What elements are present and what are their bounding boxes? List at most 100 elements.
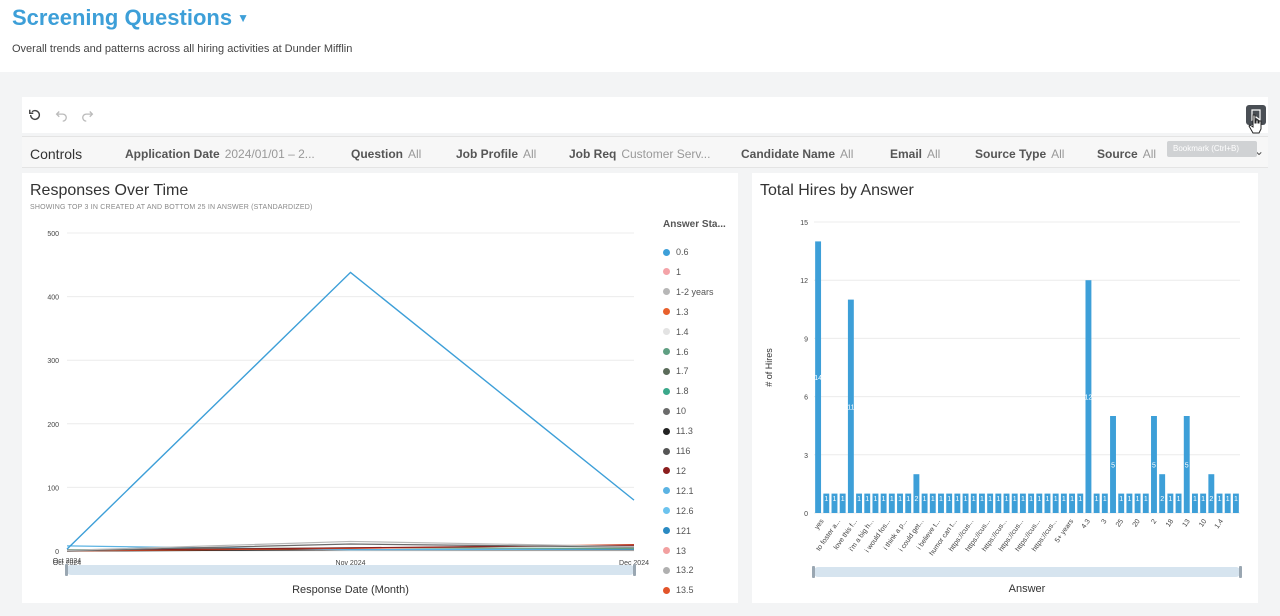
legend-item[interactable]: 12: [663, 466, 686, 476]
bar: [1118, 493, 1125, 513]
responses-over-time-panel: Responses Over Time SHOWING TOP 3 IN CRE…: [22, 173, 738, 603]
legend-label: 1: [676, 266, 682, 277]
filter-source[interactable]: Source All: [1097, 147, 1157, 161]
undo-icon[interactable]: [52, 106, 70, 124]
legend-item[interactable]: 12.6: [663, 506, 694, 516]
bar: [1232, 493, 1239, 513]
bar: [978, 493, 985, 513]
legend-item[interactable]: 1.8: [663, 386, 689, 396]
legend-item[interactable]: 121: [663, 526, 691, 536]
redo-icon[interactable]: [79, 106, 97, 124]
y-tick-label: 300: [47, 358, 59, 365]
legend-item[interactable]: 13.5: [663, 585, 694, 595]
y-tick-label: 6: [804, 395, 808, 402]
legend-item[interactable]: 1.6: [663, 347, 689, 357]
chart-title: Responses Over Time: [30, 182, 189, 199]
filter-candidate-name[interactable]: Candidate Name All: [741, 147, 854, 161]
legend-swatch: [663, 328, 670, 336]
x-tick-label: Oct 2024: [53, 560, 82, 567]
legend-label: 13.2: [676, 565, 694, 576]
legend-item[interactable]: 10: [663, 406, 686, 416]
bar: [962, 493, 969, 513]
bar: [1151, 416, 1157, 513]
bar-value-label: 1: [1136, 496, 1140, 503]
bar: [1224, 493, 1231, 513]
filter-source-type[interactable]: Source Type All: [975, 147, 1065, 161]
legend-item[interactable]: 1.3: [663, 307, 689, 317]
bar-value-label: 2: [914, 496, 918, 503]
y-tick-label: 15: [800, 220, 808, 227]
chart-subtitle: SHOWING TOP 3 IN CREATED AT AND BOTTOM 2…: [30, 204, 313, 211]
bar: [1183, 416, 1190, 513]
bar: [823, 493, 830, 513]
legend-item[interactable]: 1.7: [663, 366, 689, 376]
bar: [913, 474, 920, 513]
x-tick-label: Nov 2024: [336, 560, 366, 567]
legend-label: 12: [676, 465, 687, 476]
bar-value-label: 1: [980, 496, 984, 503]
legend-item[interactable]: 12.1: [663, 486, 694, 496]
bar: [1142, 493, 1149, 513]
bar-value-label: 5: [1185, 463, 1189, 470]
legend-item[interactable]: 1-2 years: [663, 287, 714, 297]
bar-value-label: 1: [857, 496, 861, 503]
bar: [815, 241, 822, 513]
page-subtitle: Overall trends and patterns across all h…: [12, 43, 353, 55]
legend-swatch: [663, 268, 670, 276]
bar: [1069, 493, 1076, 513]
legend-item[interactable]: 13.2: [663, 565, 694, 575]
filter-email[interactable]: Email All: [890, 147, 941, 161]
bar-value-label: 1: [1144, 496, 1148, 503]
bar-value-label: 5: [1111, 463, 1115, 470]
legend-item[interactable]: 1.4: [663, 327, 689, 337]
hand-cursor-icon: [1248, 114, 1262, 134]
bar: [1216, 493, 1223, 513]
range-handle-left: [812, 566, 815, 578]
line-chart: 0 100 200 300 400 500 Oct 2024 Nov 2024 Dec 2024…: [47, 231, 649, 596]
y-tick-label: 500: [47, 231, 59, 238]
bar-value-label: 1: [1168, 496, 1172, 503]
legend-label: 116: [676, 446, 691, 456]
filter-application-date[interactable]: Application Date 2024/01/01 – 2...: [125, 147, 315, 161]
legend-item[interactable]: 1: [663, 267, 681, 277]
revert-icon[interactable]: [26, 106, 44, 124]
bar-value-label: 1: [1177, 496, 1181, 503]
legend-swatch: [663, 367, 670, 375]
bar-value-label: 1: [972, 496, 976, 503]
toolbar: [22, 97, 1268, 133]
filter-job-req[interactable]: Job Req Customer Serv...: [569, 147, 711, 161]
chevron-down-icon[interactable]: ⌄: [1254, 144, 1265, 158]
bar: [954, 493, 961, 513]
controls-label: Controls: [30, 146, 83, 162]
bar: [1200, 493, 1207, 513]
caret-down-icon: ▼: [237, 11, 249, 25]
filter-job-profile[interactable]: Job Profile All: [456, 147, 537, 161]
legend-swatch: [663, 288, 670, 296]
range-handle-left: [65, 564, 68, 576]
bar-value-label: 5: [1152, 463, 1156, 470]
filter-question[interactable]: Question All: [351, 147, 422, 161]
dashboard-title-dropdown[interactable]: Screening Questions ▼: [12, 5, 249, 31]
bar: [1126, 493, 1133, 513]
bookmark-button[interactable]: [1246, 105, 1266, 125]
y-tick-label: 0: [804, 511, 808, 518]
legend-label: 12.6: [676, 505, 694, 516]
legend-item[interactable]: 116: [663, 446, 690, 456]
x-tick-label: 1.4: [1214, 518, 1225, 530]
page-header: Screening Questions ▼ Overall trends and…: [0, 0, 1280, 72]
range-slider: [67, 565, 634, 575]
legend-item[interactable]: 0.6: [663, 247, 689, 257]
bar-value-label: 11: [847, 404, 854, 411]
legend-item[interactable]: 13: [663, 546, 686, 556]
legend-swatch: [663, 308, 670, 316]
bar: [1167, 493, 1174, 513]
bar-value-label: 1: [996, 496, 1000, 503]
bar: [1093, 493, 1100, 513]
x-axis-label: Response Date (Month): [292, 584, 409, 596]
bar-value-label: 1: [931, 496, 935, 503]
bar-value-label: 1: [1095, 496, 1099, 503]
legend-item[interactable]: 11.3: [663, 426, 693, 436]
bar: [1134, 493, 1141, 513]
x-tick-label: 2: [1150, 518, 1158, 525]
range-handle-right: [1239, 566, 1242, 578]
